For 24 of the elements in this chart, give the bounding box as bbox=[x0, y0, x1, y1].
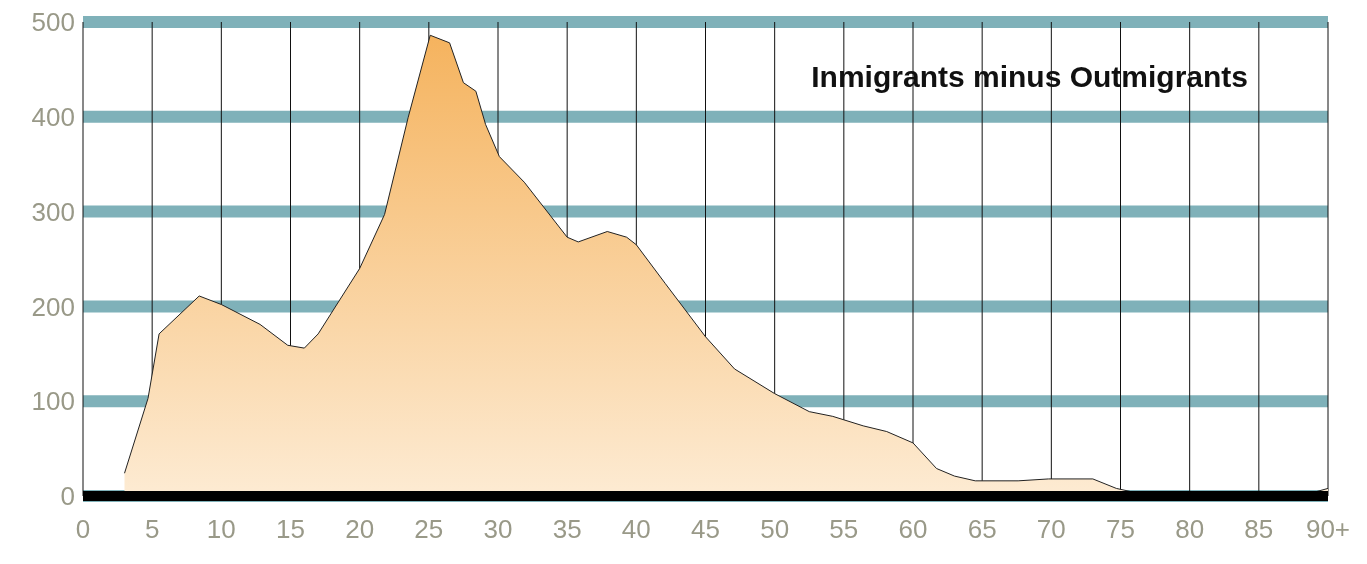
y-tick-label: 0 bbox=[60, 481, 75, 512]
x-tick-label: 25 bbox=[414, 514, 444, 545]
x-tick-label: 80 bbox=[1175, 514, 1205, 545]
x-tick-label: 85 bbox=[1244, 514, 1274, 545]
x-tick-label: 5 bbox=[144, 514, 160, 545]
x-tick-label: 10 bbox=[206, 514, 236, 545]
x-tick-label: 65 bbox=[967, 514, 997, 545]
x-tick-label: 75 bbox=[1106, 514, 1135, 545]
x-tick-label: 90+ bbox=[1305, 514, 1351, 545]
y-tick-label: 500 bbox=[31, 7, 75, 38]
x-tick-label: 30 bbox=[483, 514, 513, 545]
x-tick-label: 40 bbox=[621, 514, 651, 545]
y-tick-label: 200 bbox=[31, 291, 75, 322]
x-tick-label: 20 bbox=[345, 514, 375, 545]
y-tick-label: 100 bbox=[31, 386, 75, 417]
x-tick-label: 15 bbox=[276, 514, 305, 545]
x-tick-label: 70 bbox=[1036, 514, 1066, 545]
y-tick-label: 400 bbox=[31, 102, 75, 133]
x-tick-label: 55 bbox=[829, 514, 859, 545]
x-tick-label: 35 bbox=[552, 514, 582, 545]
x-tick-label: 60 bbox=[898, 514, 928, 545]
x-tick-label: 45 bbox=[691, 514, 720, 545]
x-tick-label: 50 bbox=[760, 514, 790, 545]
y-tick-label: 300 bbox=[31, 196, 75, 227]
